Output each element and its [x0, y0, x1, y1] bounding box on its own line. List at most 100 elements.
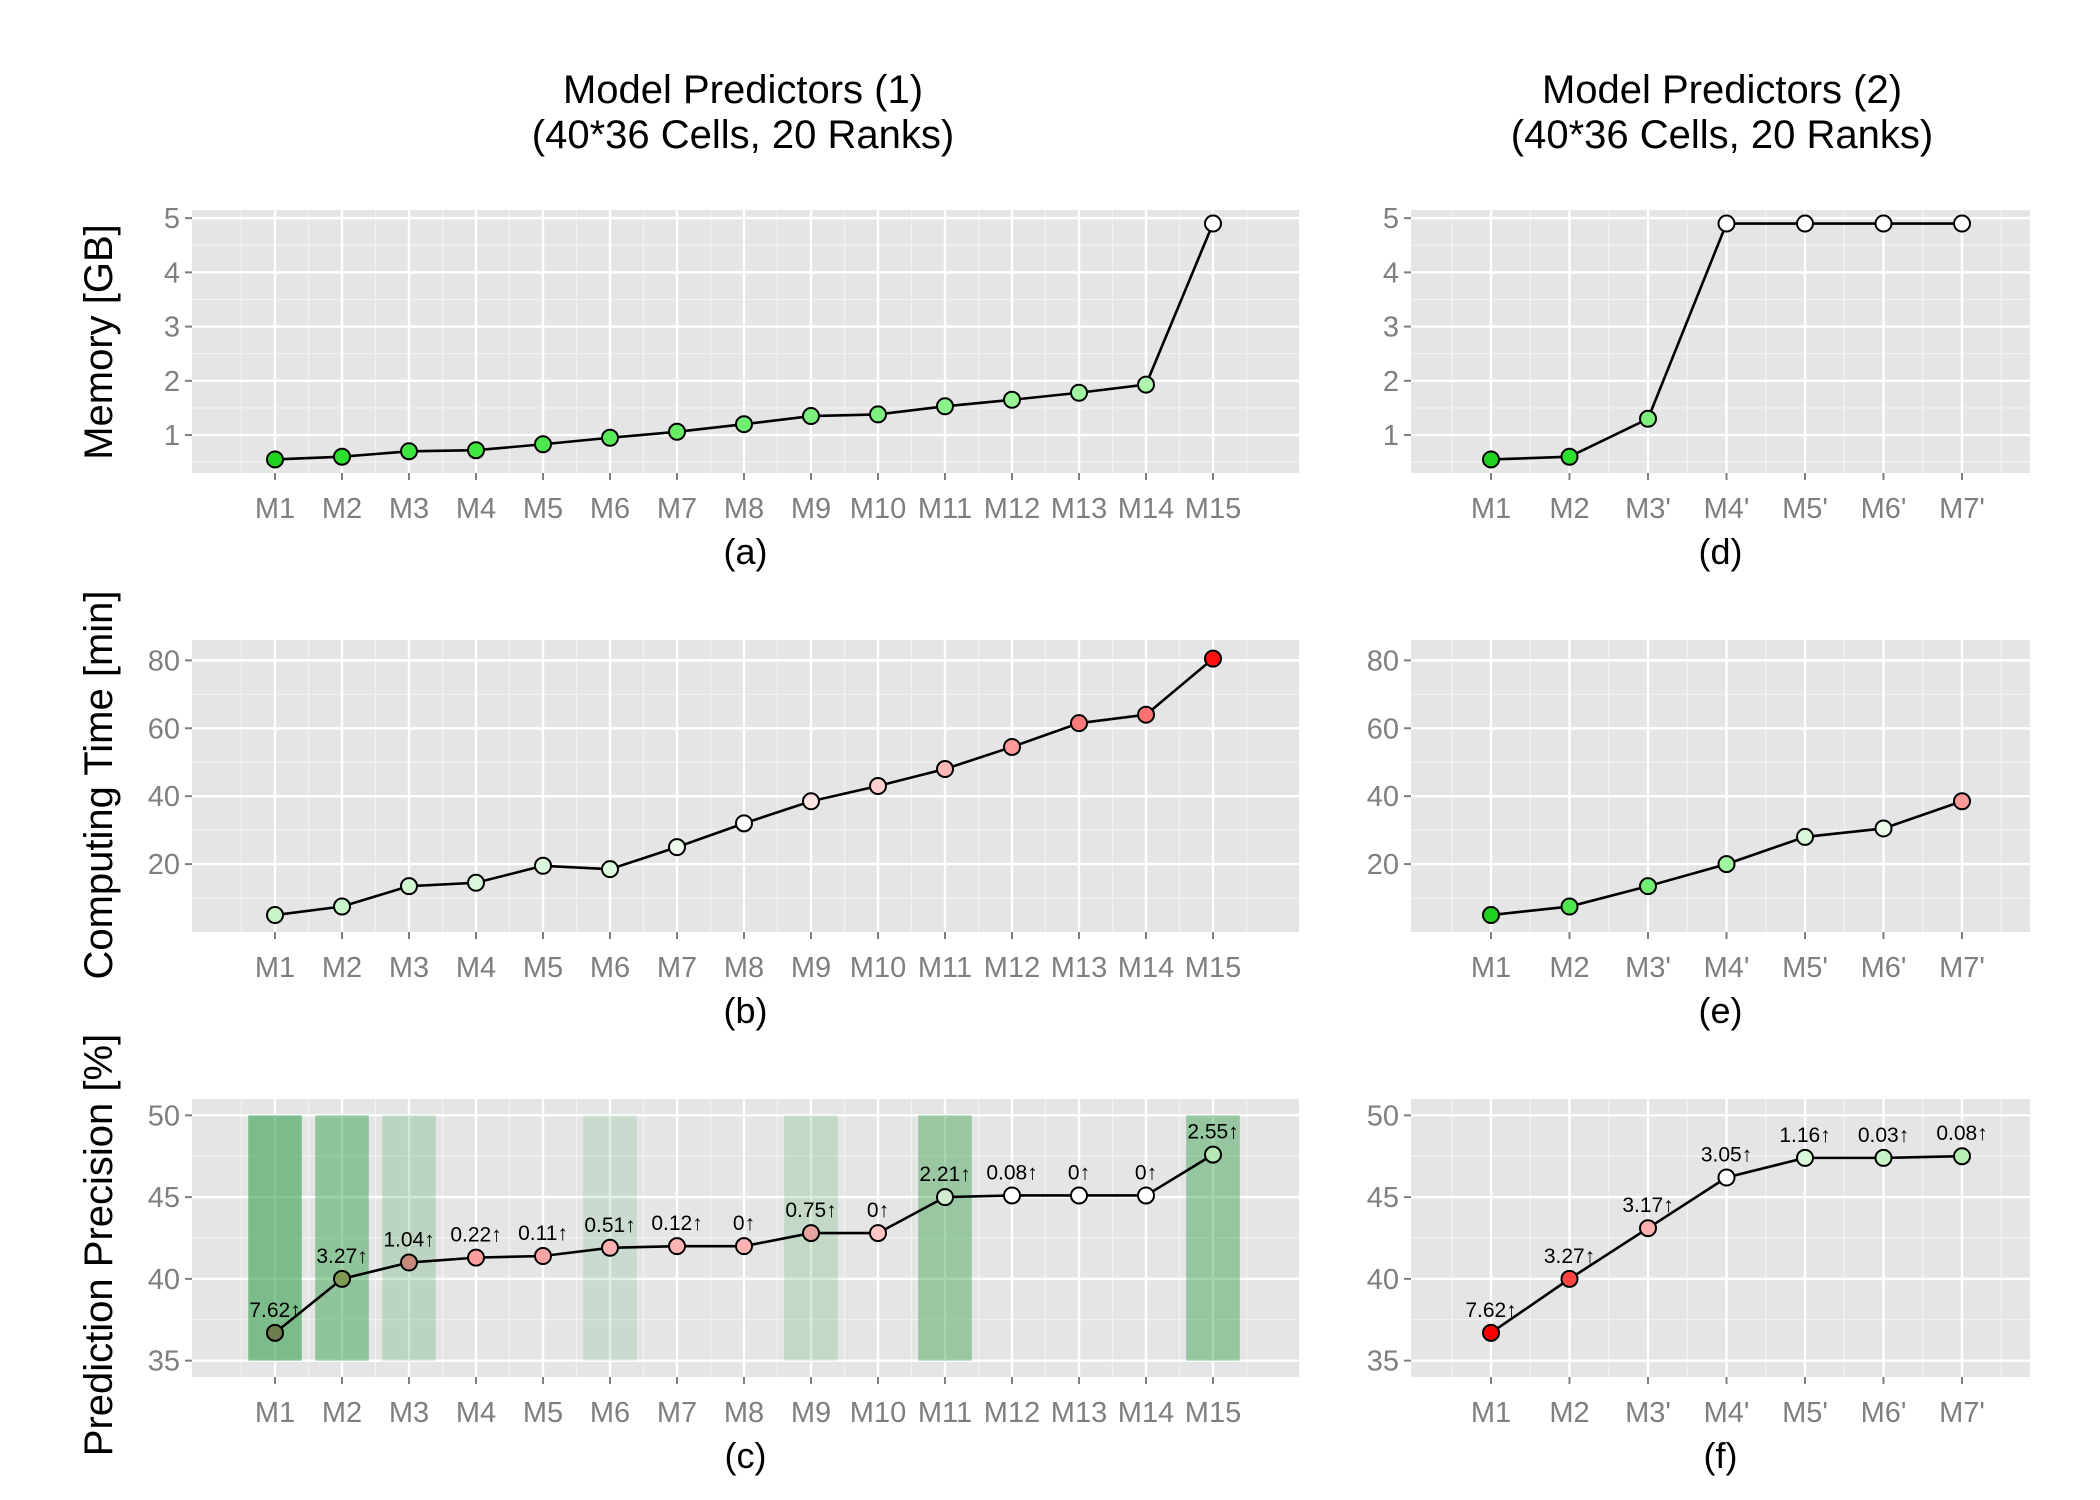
- panel-e: 20 40 60 80 M1 M2 M3' M4' M5' M6' M7' (e): [1367, 640, 2030, 1031]
- panel-caption: (a): [724, 531, 768, 572]
- data-point: [1796, 827, 1814, 846]
- x-tick-label: M4: [456, 952, 496, 984]
- data-point: [467, 1248, 485, 1267]
- x-tick-label: M1: [1471, 1397, 1511, 1429]
- data-point: [1953, 1147, 1971, 1166]
- x-tick-label: M2: [322, 952, 362, 984]
- data-point: [1482, 1323, 1500, 1342]
- x-tick-label: M6: [590, 952, 630, 984]
- y-tick-label: 80: [1367, 645, 1399, 677]
- y-tick-label: 5: [164, 203, 180, 235]
- plot-background: [192, 640, 1299, 932]
- x-tick-label: M14: [1118, 952, 1174, 984]
- x-tick-label: M13: [1051, 493, 1107, 525]
- data-label: 0.11↑: [518, 1222, 568, 1245]
- data-point: [1003, 390, 1021, 409]
- y-tick-label: 35: [148, 1346, 180, 1378]
- y-tick-label: 20: [148, 849, 180, 881]
- x-tick-label: M4': [1704, 493, 1750, 525]
- y-tick-label: 20: [1367, 849, 1399, 881]
- y-tick-label: 2: [164, 366, 180, 398]
- data-point: [1482, 450, 1500, 469]
- data-point: [936, 1188, 954, 1207]
- x-tick-label: M14: [1118, 493, 1174, 525]
- y-tick-label: 40: [1367, 1264, 1399, 1296]
- plot-background: [1411, 640, 2030, 932]
- data-point: [1137, 375, 1155, 394]
- x-tick-label: M2: [1549, 952, 1589, 984]
- data-point: [1560, 897, 1579, 916]
- x-tick-label: M4: [456, 1397, 496, 1429]
- data-point: [400, 877, 418, 896]
- data-label: 0↑: [1135, 1161, 1157, 1184]
- data-label: 1.04↑: [383, 1229, 434, 1252]
- x-tick-label: M8: [724, 952, 764, 984]
- panel-caption: (b): [724, 990, 768, 1031]
- data-point: [802, 407, 820, 426]
- x-tick-label: M1: [1471, 952, 1511, 984]
- data-point: [601, 1238, 619, 1257]
- data-point: [534, 435, 552, 454]
- panel-caption: (e): [1699, 990, 1743, 1031]
- data-point: [1639, 1219, 1657, 1238]
- x-tick-label: M10: [850, 493, 906, 525]
- y-tick-label: 40: [148, 1264, 180, 1296]
- panel-b: 20 40 60 80 M1 M2 M3 M4 M5 M6 M7 M8 M9 M10 M11 M12 M13 M1…: [148, 640, 1299, 1031]
- x-tick-label: M2: [1549, 493, 1589, 525]
- data-point: [869, 777, 887, 795]
- x-tick-label: M11: [918, 952, 972, 984]
- x-tick-label: M11: [918, 493, 972, 525]
- data-point: [467, 441, 485, 460]
- x-tick-label: M3': [1625, 493, 1671, 525]
- x-tick-label: M1: [255, 952, 295, 984]
- data-point: [1639, 409, 1657, 428]
- data-label: 3.27↑: [1544, 1245, 1595, 1268]
- data-point: [1003, 737, 1021, 756]
- x-tick-label: M7': [1939, 952, 1985, 984]
- y-tick-label: 60: [1367, 713, 1399, 745]
- y-tick-label: 3: [1383, 312, 1399, 344]
- x-tick-label: M10: [850, 1397, 906, 1429]
- y-tick-label: 60: [148, 713, 180, 745]
- data-point: [1560, 447, 1579, 466]
- data-point: [1796, 214, 1814, 233]
- data-point: [1003, 1186, 1021, 1205]
- data-label: 0.12↑: [651, 1212, 702, 1235]
- data-point: [1482, 906, 1500, 925]
- data-point: [1560, 1269, 1579, 1288]
- prediction-precision-axis-label: Prediction Precision [%]: [77, 1034, 121, 1456]
- memory-axis-label: Memory [GB]: [77, 224, 121, 460]
- y-tick-label: 35: [1367, 1346, 1399, 1378]
- data-point: [534, 1246, 552, 1265]
- x-tick-label: M5: [523, 952, 563, 984]
- x-tick-label: M7: [657, 493, 697, 525]
- data-point: [1717, 214, 1736, 233]
- computing-time-axis-label: Computing Time [min]: [77, 590, 121, 979]
- x-tick-label: M2: [322, 493, 362, 525]
- data-point: [266, 906, 284, 925]
- data-point: [936, 760, 954, 779]
- y-tick-label: 4: [1383, 257, 1399, 289]
- x-tick-label: M12: [984, 952, 1040, 984]
- data-point: [869, 405, 887, 424]
- x-tick-label: M15: [1185, 952, 1241, 984]
- y-tick-label: 40: [148, 781, 180, 813]
- data-label: 0.22↑: [450, 1224, 501, 1247]
- data-label: 7.62↑: [1465, 1299, 1516, 1322]
- data-point: [467, 873, 485, 892]
- data-label: 0↑: [867, 1199, 889, 1222]
- y-tick-label: 1: [1383, 420, 1399, 452]
- x-tick-label: M5: [523, 1397, 563, 1429]
- x-tick-label: M5: [523, 493, 563, 525]
- data-point: [668, 422, 686, 441]
- data-point: [534, 856, 552, 875]
- left-column-title-line2: (40*36 Cells, 20 Ranks): [532, 113, 954, 157]
- data-point: [1204, 1145, 1222, 1164]
- data-point: [1070, 714, 1088, 733]
- data-point: [668, 1237, 686, 1256]
- data-label: 2.55↑: [1187, 1121, 1238, 1144]
- y-tick-label: 45: [148, 1182, 180, 1214]
- x-tick-label: M13: [1051, 952, 1107, 984]
- x-tick-label: M15: [1185, 1397, 1241, 1429]
- x-tick-label: M9: [791, 493, 831, 525]
